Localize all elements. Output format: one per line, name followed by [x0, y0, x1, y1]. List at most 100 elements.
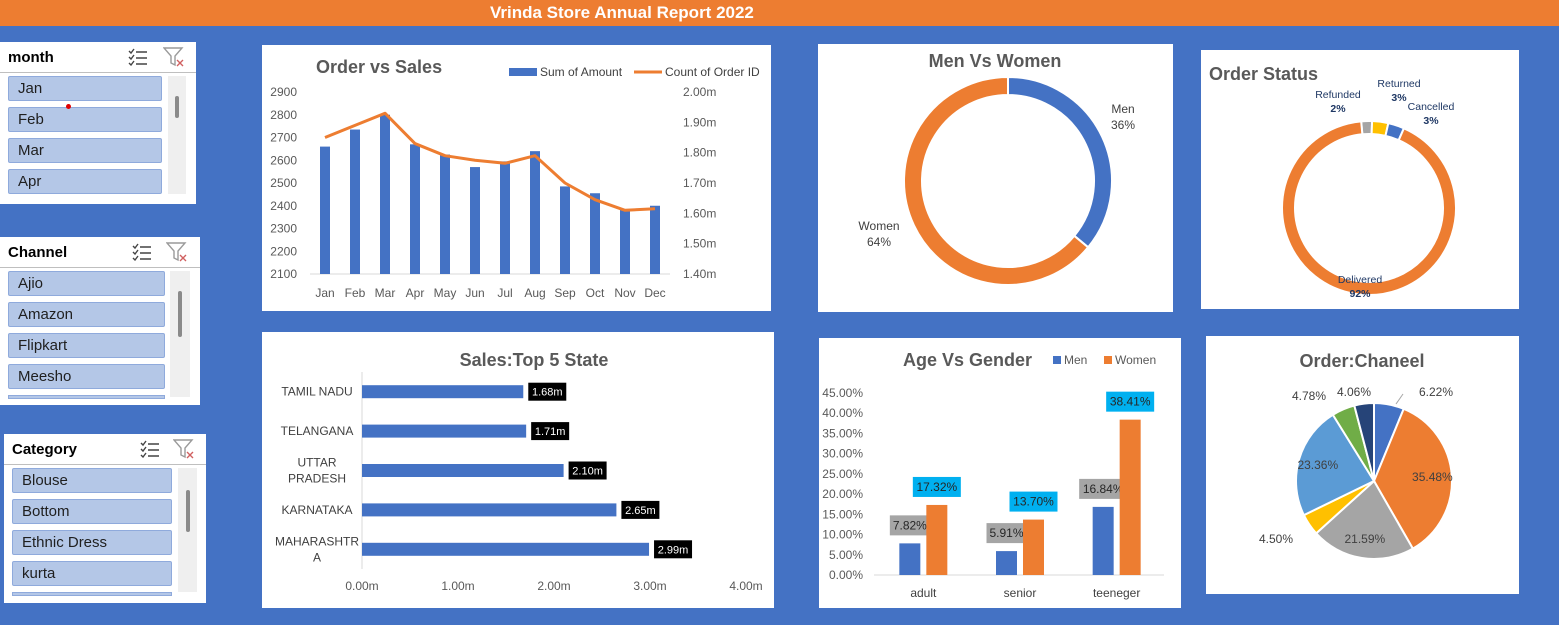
data-label: 17.32%	[916, 480, 957, 494]
bar-women	[1023, 519, 1044, 575]
scrollbar-thumb[interactable]	[178, 291, 182, 337]
y-right-tick: 1.40m	[683, 267, 716, 281]
slicer-scrollbar[interactable]	[168, 76, 186, 194]
slice-label: 4.06%	[1337, 385, 1371, 399]
bar-men	[1092, 506, 1114, 575]
slicer-item-blouse[interactable]: Blouse	[12, 468, 172, 493]
y-right-tick: 1.50m	[683, 237, 716, 251]
data-label: 38.41%	[1110, 395, 1151, 409]
bar-men	[899, 543, 921, 575]
clear-filter-icon[interactable]	[173, 438, 195, 460]
order-channel-card[interactable]: Order:Chaneel 6.22% 35.48% 21.59% 4.50% 23.36…	[1206, 336, 1519, 594]
data-label: 13.70%	[1013, 495, 1054, 509]
slicer-item-bottom[interactable]: Bottom	[12, 499, 172, 524]
report-title: Vrinda Store Annual Report 2022	[490, 3, 754, 22]
bar-women	[926, 504, 948, 575]
slice-label: Refunded	[1315, 89, 1361, 101]
slicer-item-mar[interactable]: Mar	[8, 138, 162, 163]
data-label: 1.71m	[535, 426, 566, 438]
data-label: 2.99m	[658, 544, 689, 556]
slice-label: Returned	[1377, 78, 1420, 90]
order-status-card[interactable]: Order Status Refunded 2% Returned 3% Cancelle…	[1201, 50, 1519, 309]
slice-label: Cancelled	[1408, 101, 1455, 113]
slice-label: 6.22%	[1419, 385, 1453, 399]
y-tick: 35.00%	[822, 426, 863, 440]
slicer-item-amazon[interactable]: Amazon	[8, 302, 165, 327]
slicer-item-feb[interactable]: Feb	[8, 107, 162, 132]
y-right-tick: 2.00m	[683, 85, 716, 99]
slice-label: Men	[1111, 102, 1134, 116]
bar-state	[362, 542, 650, 556]
data-label-bg	[621, 500, 660, 519]
category-label: TELANGANA	[281, 424, 354, 438]
data-label-bg	[912, 476, 961, 497]
slice-label: 21.59%	[1344, 532, 1385, 546]
multi-select-icon[interactable]	[140, 440, 160, 458]
data-label: 5.91%	[989, 526, 1023, 540]
slicer-item-ajio[interactable]: Ajio	[8, 271, 165, 296]
category-label: UTTAR	[297, 456, 336, 470]
slice-value: 92%	[1349, 288, 1371, 300]
scrollbar-thumb[interactable]	[186, 490, 190, 532]
x-tick: Sep	[554, 286, 576, 300]
bar-sum-of-amount	[380, 114, 390, 274]
y-tick: 25.00%	[822, 467, 863, 481]
slicer-scrollbar[interactable]	[178, 468, 197, 592]
men-vs-women-card[interactable]: Men Vs Women Men 36% Women 64%	[818, 44, 1173, 312]
month-slicer[interactable]: month Jan Feb Mar Apr	[0, 42, 196, 204]
chart-title: Order:Chaneel	[1299, 351, 1424, 371]
pie-slice	[1314, 479, 1415, 560]
channel-slicer[interactable]: Channel Ajio Amazon Flipkart Meesho	[0, 237, 200, 405]
donut-slice	[1007, 75, 1113, 249]
data-label-bg	[568, 461, 607, 480]
chart-title: Age Vs Gender	[903, 350, 1032, 370]
x-tick: Feb	[345, 286, 366, 300]
data-label-bg	[889, 515, 930, 536]
scrollbar-thumb[interactable]	[175, 96, 179, 118]
clear-filter-icon[interactable]	[166, 241, 188, 263]
y-right-tick: 1.60m	[683, 206, 716, 220]
bar-men	[996, 551, 1017, 575]
slicer-item-jan[interactable]: Jan	[8, 76, 162, 101]
bar-sum-of-amount	[590, 193, 600, 274]
bar-sum-of-amount	[530, 151, 540, 274]
multi-select-icon[interactable]	[132, 243, 152, 261]
legend-swatch	[1104, 356, 1112, 364]
clear-filter-icon[interactable]	[163, 46, 185, 68]
top-states-card[interactable]: Sales:Top 5 State 0.00m 1.00m 2.00m 3.00m 4.0…	[262, 332, 774, 608]
data-label: 7.82%	[893, 518, 927, 532]
x-tick: Mar	[375, 286, 396, 300]
report-title-bar: Vrinda Store Annual Report 2022	[0, 0, 1559, 26]
bar-sum-of-amount	[440, 154, 450, 274]
category-label: A	[313, 550, 321, 564]
x-tick: 0.00m	[345, 579, 378, 593]
bar-state	[362, 424, 527, 438]
data-label-bg	[1106, 391, 1155, 412]
order-status-chart: Order StatusRefunded2%Returned3%Cancelle…	[1209, 64, 1457, 300]
slicer-scrollbar[interactable]	[170, 271, 190, 397]
category-slicer[interactable]: Category Blouse Bottom Ethnic Dress kurt…	[4, 434, 206, 603]
y-tick: 20.00%	[822, 487, 863, 501]
age-vs-gender-card[interactable]: Age Vs Gender Men Women 0.00% 5.00% 10.00% 15.…	[819, 338, 1181, 608]
slicer-item-flipkart[interactable]: Flipkart	[8, 333, 165, 358]
y-tick: 45.00%	[822, 386, 863, 400]
slicer-item-ethnic-dress[interactable]: Ethnic Dress	[12, 530, 172, 555]
y-right-tick: 1.90m	[683, 115, 716, 129]
x-tick: 2.00m	[537, 579, 570, 593]
bar-state	[362, 385, 524, 399]
order-vs-sales-card[interactable]: Order vs Sales Sum of Amount Count of Orde…	[262, 45, 771, 311]
data-label-bg	[1009, 491, 1058, 512]
slicer-item-meesho[interactable]: Meesho	[8, 364, 165, 389]
slice-value: 36%	[1111, 118, 1135, 132]
slicer-header: Category	[4, 434, 206, 465]
y-tick: 15.00%	[822, 507, 863, 521]
category-label: PRADESH	[288, 472, 346, 486]
multi-select-icon[interactable]	[128, 48, 148, 66]
donut-slice	[1281, 120, 1457, 296]
data-label-bg	[528, 382, 567, 401]
x-tick: 4.00m	[729, 579, 762, 593]
slicer-item-apr[interactable]: Apr	[8, 169, 162, 194]
slicer-item-kurta[interactable]: kurta	[12, 561, 172, 586]
slice-label: Delivered	[1338, 274, 1383, 286]
men-vs-women-chart: Men Vs Women Men 36% Women 64%	[858, 51, 1135, 286]
